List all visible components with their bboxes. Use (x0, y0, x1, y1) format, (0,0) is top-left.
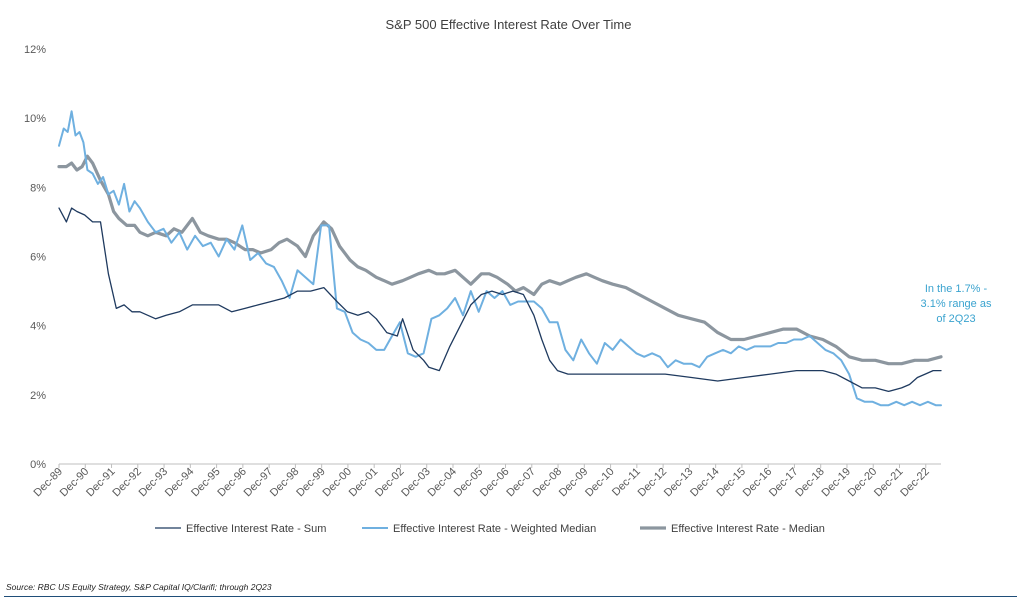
source-note: Source: RBC US Equity Strategy, S&P Capi… (6, 582, 272, 592)
y-tick-label: 12% (24, 44, 46, 56)
range-annotation: In the 1.7% - 3.1% range as of 2Q23 (920, 283, 992, 325)
series-lines (57, 110, 943, 407)
legend-label: Effective Interest Rate - Weighted Media… (393, 523, 596, 535)
series-line-weighted-median (58, 110, 942, 407)
y-tick-label: 4% (30, 321, 46, 333)
y-tick-label: 8% (30, 182, 46, 194)
legend-label: Effective Interest Rate - Median (671, 523, 825, 535)
series-line-median (57, 154, 943, 366)
x-tick-label: Dec-22 (898, 466, 932, 500)
x-tick-label: Dec-10 (583, 466, 617, 500)
legend: Effective Interest Rate - Sum Effective I… (155, 523, 825, 535)
series-line-sum (58, 207, 942, 393)
y-axis: 0% 2% 4% 6% 8% 10% 12% (24, 44, 46, 471)
y-tick-label: 10% (24, 113, 46, 125)
legend-label: Effective Interest Rate - Sum (186, 523, 326, 535)
x-axis: Dec-89Dec-90Dec-91Dec-92Dec-93Dec-94Dec-… (32, 463, 941, 500)
y-tick-label: 2% (30, 390, 46, 402)
y-tick-label: 0% (30, 459, 46, 471)
chart-title: S&P 500 Effective Interest Rate Over Tim… (385, 17, 632, 32)
y-tick-label: 6% (30, 252, 46, 264)
